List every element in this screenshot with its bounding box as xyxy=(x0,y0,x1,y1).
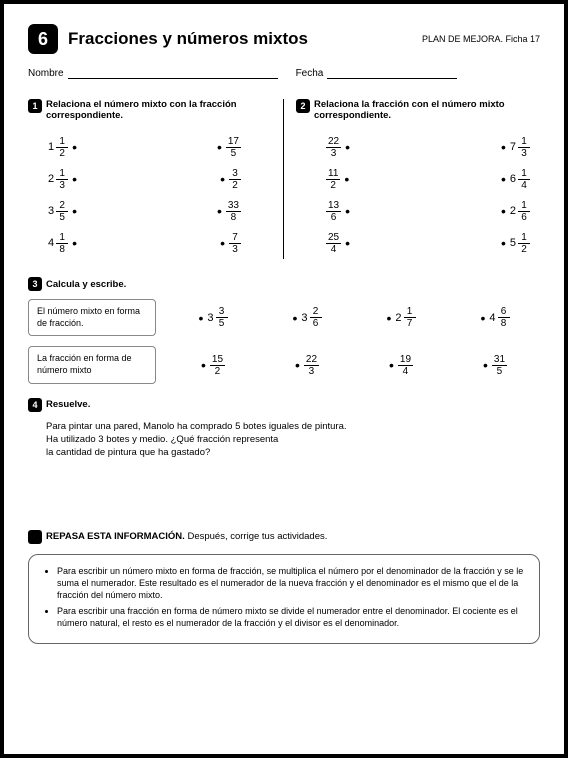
exercises-1-2: 1 Relaciona el número mixto con la fracc… xyxy=(28,99,540,259)
ex2-num: 2 xyxy=(296,99,310,113)
plan-label: PLAN DE MEJORA. Ficha 17 xyxy=(422,34,540,44)
name-date-fields: Nombre Fecha xyxy=(28,68,540,79)
ex3-frac: •152 xyxy=(197,354,225,377)
ex4-body: Para pintar una pared, Manolo ha comprad… xyxy=(46,420,540,460)
nombre-label: Nombre xyxy=(28,68,64,79)
nombre-input-line[interactable] xyxy=(68,78,278,79)
ex3-mixed: •468 xyxy=(476,306,509,329)
ex1-mixed: 213• xyxy=(28,163,150,195)
ex3-text: Calcula y escribe. xyxy=(46,279,126,290)
fecha-label: Fecha xyxy=(296,68,324,79)
exercise-3: 3 Calcula y escribe. El número mixto en … xyxy=(28,277,540,384)
exercise-4: 4 Resuelve. Para pintar una pared, Manol… xyxy=(28,398,540,460)
repasa-bold: REPASA ESTA INFORMACIÓN. xyxy=(46,531,185,542)
ex2-frac: 136• xyxy=(296,195,418,227)
ex1-num: 1 xyxy=(28,99,42,113)
ex2-frac: 254• xyxy=(296,227,418,259)
ex1-mixed: 325• xyxy=(28,195,150,227)
ex3-frac: •223 xyxy=(291,354,319,377)
ex2-mixed: •713 xyxy=(418,131,540,163)
repasa-section: REPASA ESTA INFORMACIÓN. Después, corrig… xyxy=(28,530,540,645)
ex3-box1: El número mixto en forma de fracción. xyxy=(28,299,156,336)
ex2-frac: 223• xyxy=(296,131,418,163)
ex1-frac: •175 xyxy=(150,131,272,163)
exercise-2: 2 Relaciona la fracción con el número mi… xyxy=(284,99,540,259)
info-bullet-2: Para escribir una fracción en forma de n… xyxy=(57,605,525,629)
ex3-mixed: •217 xyxy=(382,306,415,329)
ex4-text: Resuelve. xyxy=(46,399,90,410)
ex1-mixed: 112• xyxy=(28,131,150,163)
info-box: Para escribir un número mixto en forma d… xyxy=(28,554,540,645)
ex2-frac: 112• xyxy=(296,163,418,195)
ex3-mixed: •335 xyxy=(194,306,227,329)
ex3-box2: La fracción en forma de número mixto xyxy=(28,346,156,383)
info-bullet-1: Para escribir un número mixto en forma d… xyxy=(57,565,525,601)
ex3-frac: •315 xyxy=(479,354,507,377)
ex4-num: 4 xyxy=(28,398,42,412)
ex1-frac: •73 xyxy=(150,227,272,259)
repasa-rest: Después, corrige tus actividades. xyxy=(185,531,328,542)
ex3-num: 3 xyxy=(28,277,42,291)
ex2-mixed: •216 xyxy=(418,195,540,227)
ex2-text: Relaciona la fracción con el número mixt… xyxy=(314,99,540,121)
ex2-mixed: •614 xyxy=(418,163,540,195)
fecha-input-line[interactable] xyxy=(327,78,457,79)
page-title: Fracciones y números mixtos xyxy=(68,29,422,49)
worksheet-header: 6 Fracciones y números mixtos PLAN DE ME… xyxy=(28,24,540,54)
ex1-frac: •338 xyxy=(150,195,272,227)
ex3-mixed: •326 xyxy=(288,306,321,329)
page-number: 6 xyxy=(28,24,58,54)
ex2-mixed: •512 xyxy=(418,227,540,259)
ex3-frac: •194 xyxy=(385,354,413,377)
ex1-frac: •32 xyxy=(150,163,272,195)
ex1-text: Relaciona el número mixto con la fracció… xyxy=(46,99,271,121)
ex1-mixed: 418• xyxy=(28,227,150,259)
exercise-1: 1 Relaciona el número mixto con la fracc… xyxy=(28,99,284,259)
repasa-icon xyxy=(28,530,42,544)
